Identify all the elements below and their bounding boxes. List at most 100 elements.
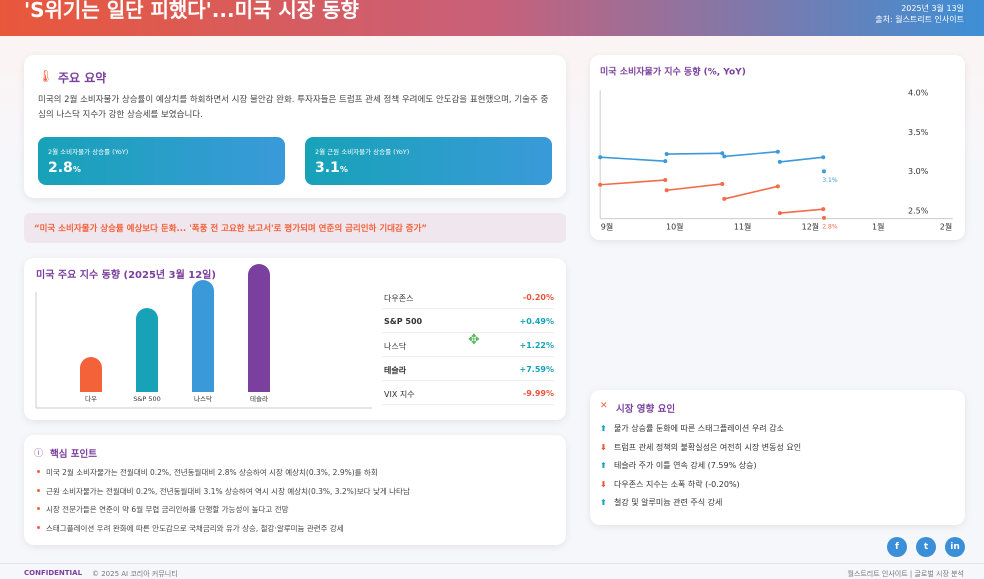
x-tick-label: S&P 500 [133, 395, 161, 403]
point [598, 155, 603, 160]
y-tick-label: 3.0% [908, 167, 929, 176]
row-change: -9.99% [522, 389, 554, 398]
y-tick-label: 2.5% [908, 207, 929, 216]
point [598, 182, 603, 187]
arrow-icon: ⬇ [600, 442, 607, 452]
summary-text: 미국의 2월 소비자물가 상승률이 예상치를 하회하면서 시장 불안감 완화. … [38, 95, 549, 120]
icon: 🌡 [38, 69, 54, 83]
date: 2025년 3월 13일 [901, 4, 964, 13]
line-series [600, 180, 824, 218]
y-tick-label: 4.0% [908, 89, 929, 98]
social-icon[interactable]: t [916, 537, 936, 557]
arrow-icon: ⬇ [600, 479, 607, 489]
arrow-icon: ⬆ [600, 461, 607, 470]
x-tick-label: 2월 [940, 222, 952, 232]
key-point: 미국 2월 소비자물가는 전월대비 0.2%, 전년동월대비 2.8% 상승하여… [36, 467, 556, 486]
annotation: 3.1% [822, 177, 838, 184]
x-tick-label: 다우 [85, 394, 97, 403]
chart-title: 미국 소비자물가 지수 동향 (%, YoY) [600, 66, 746, 78]
line-chart: 미국 소비자물가 지수 동향 (%, YoY) 4.0% 3.5% 3.0% 2.5%… [590, 66, 953, 232]
point [821, 215, 826, 220]
chart-title: 미국 주요 지수 동향 (2025년 3월 12일) [36, 268, 216, 281]
stat-unit: % [339, 165, 348, 174]
arrow-icon: ⬆ [600, 498, 607, 507]
stat-box: 2월 근원 소비자물가 상승률 (YoY) 3.1% [305, 137, 552, 185]
social-icon[interactable]: f [887, 537, 907, 557]
row-name: 다우존스 [384, 294, 414, 303]
bar [248, 264, 270, 392]
y-tick-label: 3.5% [908, 128, 929, 137]
table-row: 다우존스 -0.20% [382, 286, 554, 309]
arrow-icon: ⬆ [600, 424, 607, 433]
row-name: S&P 500 [384, 317, 423, 326]
line-series [600, 152, 824, 172]
table-row: 나스닥 +1.22% [382, 334, 554, 357]
row-change: +1.22% [519, 341, 554, 350]
stat-box: 2월 소비자물가 상승률 (YoY) 2.8% [38, 137, 285, 185]
page-title: 'S위기는 일단 피했다'...미국 시장 동향 [24, 0, 359, 22]
impact-text: 철강 및 알루미늄 관련 주식 강세 [614, 498, 723, 507]
impact-text: 트럼프 관세 정책의 불확실성은 여전히 시장 변동성 요인 [614, 442, 802, 452]
point [664, 152, 669, 157]
card-title: 주요 요약 [58, 71, 107, 85]
x-tick-label: 9월 [601, 222, 613, 232]
row-name: 테슬라 [384, 366, 407, 375]
impact-list: ⬆ 물가 상승률 둔화에 따른 스태그플레이션 우려 감소 ⬇ 트럼프 관세 정책의 … [600, 423, 960, 516]
bar [80, 357, 102, 392]
stat-unit: % [72, 165, 81, 174]
row-change: +0.49% [519, 317, 554, 326]
social-icon[interactable]: in [945, 537, 965, 557]
point [775, 149, 780, 154]
impact-text: 물가 상승률 둔화에 따른 스태그플레이션 우려 감소 [614, 424, 784, 433]
copyright: © 2025 AI 코리아 커뮤니티 [92, 570, 178, 578]
bar-card: 미국 주요 지수 동향 (2025년 3월 12일) 다우 S&P 500 나스닥 테… [24, 258, 566, 420]
impact-text: 테슬라 주가 이틀 연속 강세 (7.59% 상승) [614, 461, 757, 470]
line-card: 미국 소비자물가 지수 동향 (%, YoY) 4.0% 3.5% 3.0% 2.5%… [590, 55, 965, 240]
impact-item: ⬇ 트럼프 관세 정책의 불확실성은 여전히 시장 변동성 요인 [600, 442, 960, 461]
summary-card: 🌡 주요 요약 미국의 2월 소비자물가 상승률이 예상치를 하회하면서 시장 … [24, 55, 566, 198]
x-tick-label: 테슬라 [250, 394, 268, 403]
impact-item: ⬆ 물가 상승률 둔화에 따른 스태그플레이션 우려 감소 [600, 423, 960, 442]
point [821, 207, 826, 212]
bar [136, 308, 158, 392]
bar-chart: 미국 주요 지수 동향 (2025년 3월 12일) 다우 S&P 500 나스닥 테… [35, 264, 372, 409]
point [777, 211, 782, 216]
point [777, 159, 782, 164]
bar [192, 280, 214, 392]
icon: ⓘ [34, 449, 44, 459]
stat-value: 2.8 [48, 160, 73, 176]
key-points-card: ⓘ 핵심 포인트 미국 2월 소비자물가는 전월대비 0.2%, 전년동월대비 … [24, 435, 566, 545]
point [722, 154, 727, 159]
point [664, 188, 669, 193]
footer-line [0, 563, 984, 564]
point [720, 151, 725, 156]
impact-card: ✕ 시장 영향 요인 ⬆ 물가 상승률 둔화에 따른 스태그플레이션 우려 감소 ⬇… [590, 390, 965, 525]
x-tick-label: 10월 [666, 222, 684, 232]
x-tick-label: 나스닥 [194, 394, 212, 403]
point [821, 169, 826, 174]
row-change: -0.20% [522, 293, 554, 302]
key-point: 스태그플레이션 우려 완화에 따른 안도감으로 국채금리와 유가 상승, 철강·… [36, 523, 556, 542]
x-tick-label: 1월 [872, 222, 884, 232]
row-name: VIX 지수 [384, 390, 415, 399]
stat-value: 3.1 [315, 160, 340, 176]
header: 'S위기는 일단 피했다'...미국 시장 동향 2025년 3월 13일 출처… [0, 0, 984, 36]
point [722, 196, 727, 201]
annotation: 2.8% [822, 223, 838, 230]
source: 출처: 월스트리트 인사이트 [875, 15, 964, 24]
row-name: 나스닥 [384, 342, 407, 351]
table-row: 테슬라 +7.59% [382, 358, 554, 381]
point [663, 178, 668, 183]
impact-item: ⬇ 다우존스 지수는 소폭 하락 (-0.20%) [600, 479, 960, 498]
impact-item: ⬆ 테슬라 주가 이틀 연속 강세 (7.59% 상승) [600, 460, 960, 479]
quote: “미국 소비자물가 상승률 예상보다 둔화... '폭풍 전 고요한 보고서'로… [24, 213, 566, 243]
point [663, 159, 668, 164]
stat-label: 2월 소비자물가 상승률 (YoY) [48, 148, 129, 156]
point [775, 184, 780, 189]
key-point: 근원 소비자물가는 전월대비 0.2%, 전년동월대비 3.1% 상승하여 역시… [36, 486, 556, 505]
x-tick-label: 12월 [802, 222, 820, 232]
key-points: 미국 2월 소비자물가는 전월대비 0.2%, 전년동월대비 2.8% 상승하여… [36, 467, 556, 541]
table-row: VIX 지수 -9.99% [382, 382, 554, 405]
row-change: +7.59% [519, 365, 554, 374]
